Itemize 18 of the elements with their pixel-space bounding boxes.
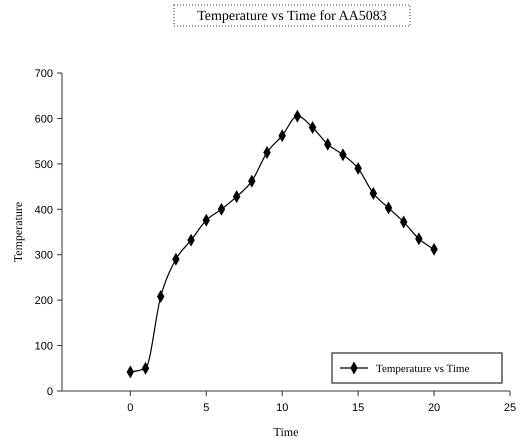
x-axis-title: Time (274, 425, 298, 439)
y-tick-label: 200 (34, 295, 53, 308)
y-tick-label: 600 (34, 113, 53, 126)
x-tick-label: 15 (352, 402, 364, 414)
x-tick-label: 25 (504, 402, 516, 414)
x-tick-label: 20 (428, 402, 440, 414)
legend-label: Temperature vs Time (376, 363, 470, 375)
y-tick-label: 500 (34, 158, 53, 171)
x-tick-label: 10 (276, 402, 288, 414)
y-tick-label: 400 (34, 204, 53, 216)
y-axis-title: Temperature (11, 202, 25, 262)
y-tick-label: 700 (34, 68, 53, 80)
y-tick-label: 300 (34, 250, 53, 262)
x-tick-label: 5 (203, 402, 210, 414)
y-tick-label: 100 (34, 340, 53, 353)
x-tick-label: 0 (127, 402, 134, 414)
chart-title: Temperature vs Time for AA5083 (197, 9, 387, 24)
y-tick-label: 0 (46, 386, 53, 398)
